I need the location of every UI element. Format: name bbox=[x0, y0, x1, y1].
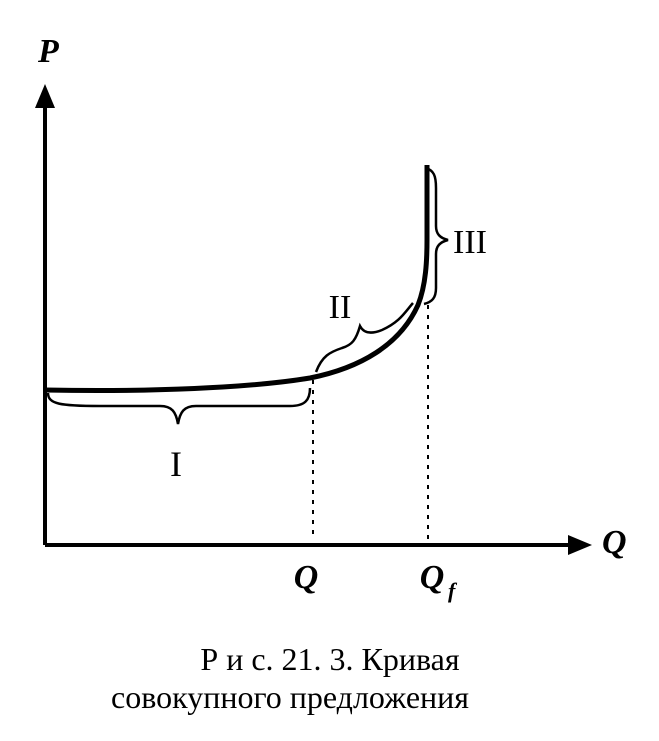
y-axis-label: P bbox=[37, 33, 59, 70]
brace bbox=[423, 166, 449, 306]
segment-label: II bbox=[329, 289, 352, 326]
x-axis-label: Q bbox=[602, 524, 627, 561]
tick-label: Q bbox=[294, 559, 319, 596]
tick-label: Q bbox=[420, 559, 445, 596]
segment-label: I bbox=[170, 444, 182, 484]
y-axis-arrow bbox=[35, 84, 55, 108]
tick-subscript: f bbox=[448, 578, 458, 603]
brace bbox=[314, 302, 414, 373]
x-axis-arrow bbox=[568, 535, 592, 555]
brace bbox=[46, 387, 312, 425]
caption: Р и с. 21. 3. Кривая bbox=[200, 641, 459, 677]
segment-label: III bbox=[453, 224, 487, 261]
supply-curve bbox=[44, 165, 430, 393]
caption: совокупного предложения bbox=[111, 679, 469, 715]
